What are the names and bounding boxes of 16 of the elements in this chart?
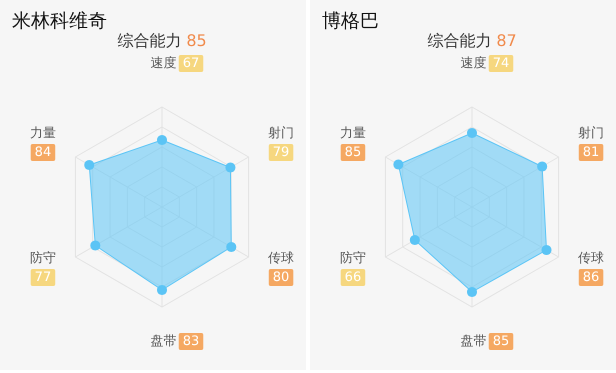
chart-title: 博格巴	[322, 10, 379, 32]
spoke-label: 传球 80	[268, 251, 294, 285]
spoke-label: 力量 84	[30, 126, 56, 160]
spoke-label: 射门 79	[268, 125, 294, 160]
spoke-label: 防守 66	[340, 251, 366, 285]
spoke-label: 速度 74	[460, 55, 510, 71]
spoke-label: 力量 85	[340, 126, 366, 160]
spoke-label: 盘带 85	[460, 334, 510, 349]
spoke-label: 防守 77	[30, 251, 56, 285]
spoke-label: 速度 67	[150, 55, 200, 71]
chart-title: 米林科维奇	[12, 10, 107, 32]
spoke-label: 射门 81	[578, 125, 604, 160]
spoke-label: 盘带 83	[150, 334, 200, 349]
chart-subtitle: 综合能力 87	[427, 31, 517, 50]
spoke-label: 传球 86	[578, 251, 604, 285]
chart-subtitle: 综合能力 85	[117, 31, 207, 50]
